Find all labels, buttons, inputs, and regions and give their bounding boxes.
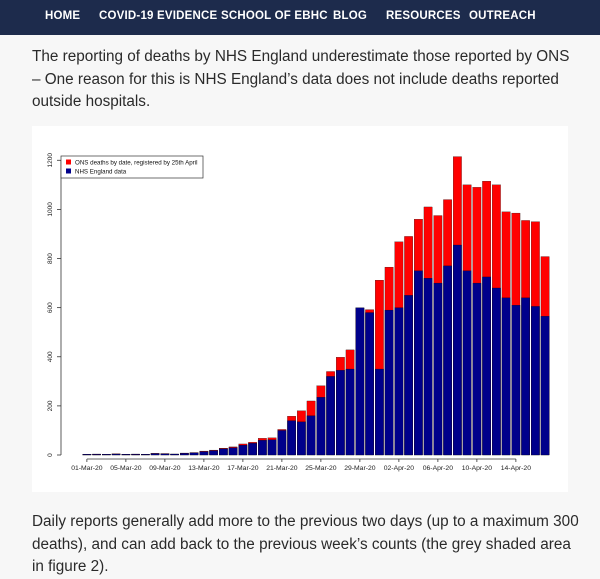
legend-box xyxy=(60,155,204,179)
nav-home-link[interactable]: HOME xyxy=(45,10,81,22)
nhs-bar xyxy=(189,452,199,456)
top-navigation-bar: HOME COVID-19 EVIDENCE SCHOOL OF EBHC BL… xyxy=(0,0,600,35)
x-tick-label: 17-Mar-20 xyxy=(227,465,259,472)
nhs-bar xyxy=(394,307,404,456)
nav-resources-link[interactable]: RESOURCES xyxy=(386,10,461,22)
x-tick-label: 02-Apr-20 xyxy=(384,465,414,472)
nhs-bar xyxy=(443,265,452,456)
nhs-bar xyxy=(316,397,326,456)
y-tick-label: 0 xyxy=(47,453,54,457)
chart-legend: ONS deaths by date, registered by 25th A… xyxy=(60,155,204,179)
y-tick-label: 1000 xyxy=(47,202,54,217)
nhs-bar xyxy=(297,421,306,456)
nhs-bar xyxy=(365,312,374,456)
nhs-bar xyxy=(287,420,296,456)
nhs-bar xyxy=(92,454,101,456)
x-tick-label: 05-Mar-20 xyxy=(110,465,142,472)
nhs-bar xyxy=(492,287,501,456)
x-tick-label: 13-Mar-20 xyxy=(188,465,220,472)
deaths-chart-figure: 0 200 400 600 800 1000 1200 01-Mar-20 05-Mar-20 0… xyxy=(32,126,568,492)
nhs-bar xyxy=(326,376,335,456)
nhs-bar xyxy=(267,439,277,456)
x-tick-label: 25-Mar-20 xyxy=(305,465,337,472)
legend-swatch xyxy=(66,168,71,174)
nhs-bar xyxy=(375,368,384,456)
nhs-bar xyxy=(433,282,443,456)
legend-label: ONS deaths by date, registered by 25th A… xyxy=(75,160,197,167)
nhs-bar xyxy=(345,368,355,456)
nhs-bar xyxy=(306,415,316,456)
nhs-bar xyxy=(209,450,218,456)
legend-label: NHS England data xyxy=(75,169,127,176)
nhs-bar xyxy=(511,305,521,456)
nhs-bar xyxy=(404,295,413,456)
nav-blog-link[interactable]: BLOG xyxy=(333,10,368,22)
intro-paragraph: The reporting of deaths by NHS England u… xyxy=(32,48,570,110)
x-tick-label: 10-Apr-20 xyxy=(462,465,492,472)
nav-covid-evidence-link[interactable]: COVID-19 EVIDENCE xyxy=(99,10,218,22)
chart-bars xyxy=(82,156,550,456)
deaths-bar-chart: 0 200 400 600 800 1000 1200 01-Mar-20 05-Mar-20 0… xyxy=(47,153,550,472)
nhs-bar xyxy=(160,453,170,456)
nhs-bar xyxy=(111,453,121,456)
nhs-bar xyxy=(121,454,131,456)
y-tick-label: 600 xyxy=(47,302,54,313)
nhs-bar xyxy=(258,440,267,456)
nhs-bar xyxy=(423,278,433,456)
nhs-bar xyxy=(131,454,140,456)
y-tick-label: 400 xyxy=(47,351,54,362)
nhs-bar xyxy=(414,270,423,456)
nhs-bar xyxy=(540,316,550,456)
nhs-bar xyxy=(277,430,287,456)
nhs-bar xyxy=(336,370,345,456)
x-tick-label: 09-Mar-20 xyxy=(149,465,181,472)
x-tick-label: 21-Mar-20 xyxy=(266,465,298,472)
nhs-bar xyxy=(501,297,511,456)
nhs-bar xyxy=(82,454,92,456)
nhs-bar xyxy=(219,448,228,456)
nhs-bar xyxy=(531,306,540,456)
x-tick-label: 06-Apr-20 xyxy=(423,465,453,472)
nhs-bar xyxy=(248,443,257,456)
y-tick-label: 800 xyxy=(47,253,54,264)
nhs-bar xyxy=(453,244,462,456)
nhs-bar xyxy=(462,270,472,456)
nhs-bar xyxy=(482,276,491,456)
nhs-bar xyxy=(102,454,111,456)
y-tick-label: 200 xyxy=(47,400,54,411)
x-tick-label: 01-Mar-20 xyxy=(71,465,103,472)
nhs-bar xyxy=(150,453,160,456)
x-tick-label: 29-Mar-20 xyxy=(344,465,376,472)
nhs-bar xyxy=(170,453,179,456)
nhs-bar xyxy=(141,454,150,456)
nhs-bar xyxy=(355,307,365,456)
y-tick-label: 1200 xyxy=(47,153,54,168)
legend-swatch xyxy=(66,159,71,165)
nhs-bar xyxy=(180,453,189,456)
x-tick-label: 14-Apr-20 xyxy=(501,465,531,472)
nhs-bar xyxy=(228,447,238,456)
nav-school-of-ebhc-link[interactable]: SCHOOL OF EBHC xyxy=(221,10,328,22)
nhs-bar xyxy=(384,309,394,456)
nhs-bar xyxy=(472,282,482,456)
outro-paragraph: Daily reports generally add more to the … xyxy=(32,513,579,575)
nhs-bar xyxy=(521,297,530,456)
chart-axes: 0 200 400 600 800 1000 1200 01-Mar-20 05-Mar-20 0… xyxy=(47,153,531,472)
nhs-bar xyxy=(238,445,248,456)
nhs-bar xyxy=(199,451,209,456)
nav-outreach-link[interactable]: OUTREACH xyxy=(469,10,536,22)
